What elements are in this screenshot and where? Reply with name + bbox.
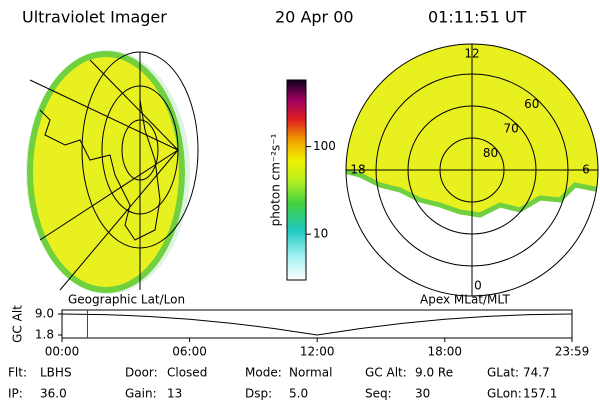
field-value: 36.0 xyxy=(40,387,67,400)
x-tick-label: 23:59 xyxy=(555,345,590,359)
colorbar-label: photon cm⁻²s⁻¹ xyxy=(269,133,283,226)
field-value: 74.7 xyxy=(523,366,550,380)
geographic-image xyxy=(26,50,199,294)
x-tick-label: 00:00 xyxy=(45,345,80,359)
mlt-label: 0 xyxy=(474,279,482,293)
field-label: IP: xyxy=(8,387,23,400)
time: 01:11:51 UT xyxy=(428,8,527,27)
field-label: Mode: xyxy=(245,366,282,380)
left-panel-label: Geographic Lat/Lon xyxy=(68,293,185,307)
field-value: LBHS xyxy=(40,366,72,380)
colorbar xyxy=(286,79,307,281)
field-label: GC Alt: xyxy=(365,366,407,380)
field-label: GLat: xyxy=(487,366,519,380)
field-value: 157.1 xyxy=(523,387,557,400)
colorbar-tick-label: 100 xyxy=(313,139,336,153)
mlt-label: 6 xyxy=(582,163,590,177)
field-value: 30 xyxy=(415,387,430,400)
field-value: 9.0 Re xyxy=(415,366,453,380)
timeline-ylabel: GC Alt xyxy=(11,305,25,343)
x-tick-label: 18:00 xyxy=(427,345,462,359)
field-value: 13 xyxy=(167,387,182,400)
mlt-label: 18 xyxy=(350,163,365,177)
date: 20 Apr 00 xyxy=(275,8,354,27)
mlt-label: 12 xyxy=(464,47,479,61)
field-value: 5.0 xyxy=(289,387,308,400)
x-tick-label: 06:00 xyxy=(172,345,207,359)
right-panel-label: Apex MLat/MLT xyxy=(420,293,510,307)
field-label: Seq: xyxy=(365,387,392,400)
y-tick-label: 1.8 xyxy=(35,328,54,342)
altitude-line xyxy=(61,313,573,336)
lat-label: 70 xyxy=(503,121,518,135)
field-value: Normal xyxy=(289,366,332,380)
title: Ultraviolet Imager xyxy=(22,8,167,27)
lat-label: 80 xyxy=(483,146,498,160)
x-tick-label: 12:00 xyxy=(300,345,335,359)
field-label: Door: xyxy=(125,366,158,380)
y-tick-label: 9.0 xyxy=(35,307,54,321)
lat-label: 60 xyxy=(524,97,539,111)
colorbar-tick-label: 10 xyxy=(313,227,328,241)
field-label: GLon: xyxy=(487,387,522,400)
field-label: Flt: xyxy=(8,366,27,380)
field-value: Closed xyxy=(167,366,207,380)
field-label: Gain: xyxy=(125,387,157,400)
field-label: Dsp: xyxy=(245,387,272,400)
